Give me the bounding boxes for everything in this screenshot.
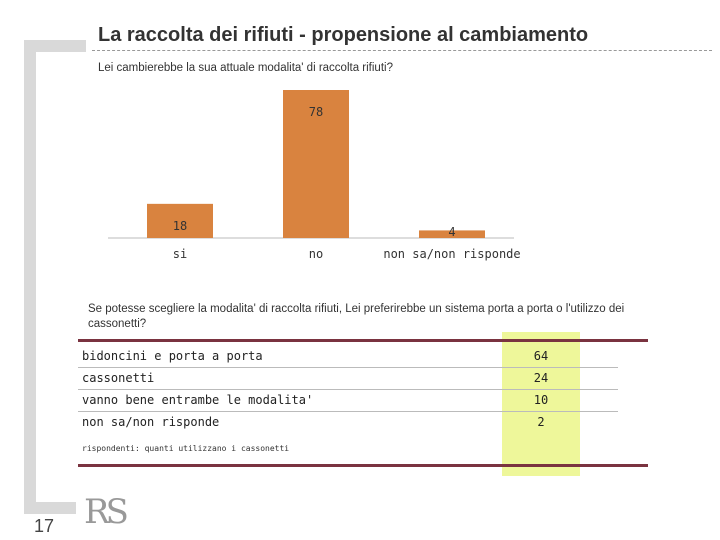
table-row: non sa/non risponde 2 (82, 412, 622, 432)
row-value: 24 (533, 371, 549, 385)
category-label-1: no (309, 247, 323, 261)
row-label: cassonetti (82, 371, 155, 385)
row-divider (78, 367, 618, 368)
data-label-2: 4 (448, 225, 455, 239)
title-divider (92, 50, 712, 51)
data-label-0: 18 (173, 219, 187, 233)
decorative-bracket-top (24, 40, 86, 52)
bar-0 (147, 203, 213, 238)
slide-title: La raccolta dei rifiuti - propensione al… (98, 24, 589, 46)
table-top-rule (78, 339, 648, 342)
data-label-1: 78 (309, 105, 323, 119)
row-value: 2 (537, 415, 545, 429)
table-row: bidoncini e porta a porta 64 (82, 346, 622, 366)
bar-1 (283, 90, 349, 238)
table-bottom-rule (78, 464, 648, 467)
decorative-bracket-bottom (24, 502, 76, 514)
row-value: 10 (533, 393, 549, 407)
respondents-note: rispondenti: quanti utilizzano i cassone… (82, 444, 290, 453)
row-label: vanno bene entrambe le modalita' (82, 393, 314, 407)
table-row: vanno bene entrambe le modalita' 10 (82, 390, 622, 410)
row-value: 64 (533, 349, 549, 363)
question-one: Lei cambierebbe la sua attuale modalita'… (98, 62, 393, 74)
row-divider (78, 389, 618, 390)
row-divider (78, 411, 618, 412)
page-number: 17 (34, 516, 55, 536)
row-label: bidoncini e porta a porta (82, 349, 263, 363)
category-label-0: si (173, 247, 187, 261)
category-label-2: non sa/non risponde (383, 247, 520, 261)
question-two: Se potesse scegliere la modalita' di rac… (88, 303, 625, 330)
bar-chart: 18 si 78 no 4 non sa/non risponde (108, 90, 520, 261)
value-column-highlight (502, 332, 580, 476)
bar-2 (419, 230, 485, 238)
row-label: non sa/non risponde (82, 415, 220, 429)
decorative-bracket-left (24, 40, 36, 514)
logo-text: RS (84, 492, 129, 532)
company-logo: RS (84, 492, 129, 532)
table-row: cassonetti 24 (82, 368, 622, 388)
